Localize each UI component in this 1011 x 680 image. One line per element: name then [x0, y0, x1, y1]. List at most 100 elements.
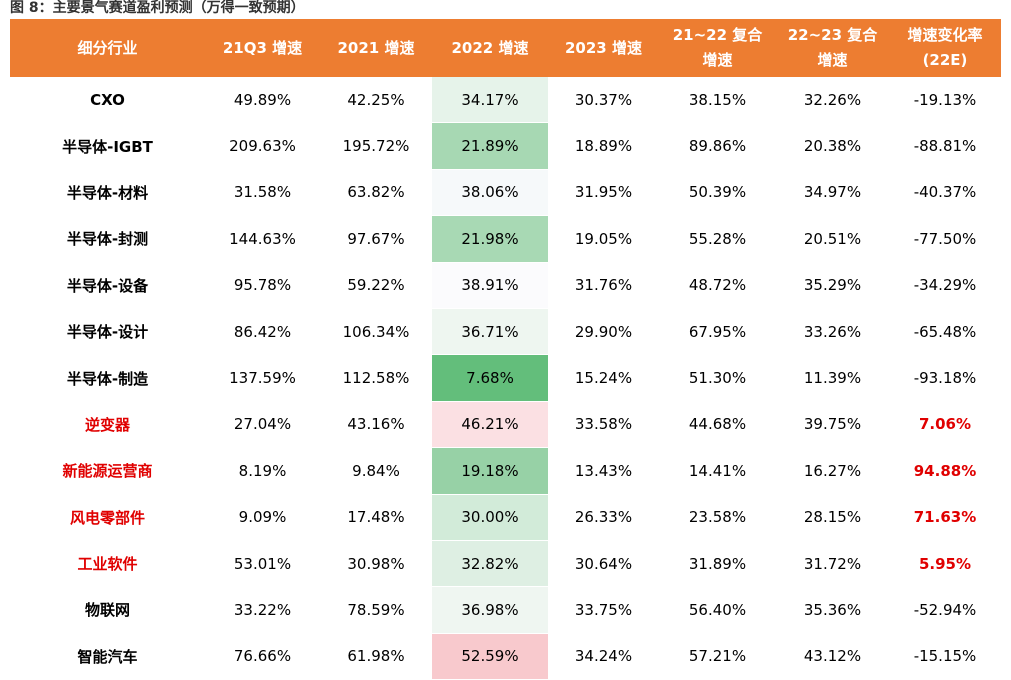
- header-cell: 2022 增速: [432, 19, 548, 77]
- table-row: 半导体-设备 95.78% 59.22% 38.91% 31.76% 48.72% 35.2…: [10, 262, 1001, 309]
- cagr-22-23-cell: 31.72%: [803, 554, 862, 573]
- table-row: 新能源运营商 8.19% 9.84% 19.18% 13.43% 14.41% 16.27%…: [10, 447, 1001, 495]
- q3-growth-cell: 76.66%: [233, 647, 292, 666]
- header-label: 增速: [817, 51, 848, 69]
- q3-growth-cell: 49.89%: [233, 90, 292, 109]
- q3-growth-cell: 27.04%: [233, 415, 292, 434]
- cagr-22-23-cell: 43.12%: [803, 647, 862, 666]
- growth-change-cell: -52.94%: [913, 600, 977, 619]
- industry-name-cell: 智能汽车: [77, 647, 138, 666]
- q3-growth-cell: 53.01%: [233, 554, 292, 573]
- cagr-22-23-cell: 28.15%: [803, 508, 862, 527]
- growth-2022-cell: 38.91%: [432, 262, 548, 309]
- growth-2023-cell: 19.05%: [574, 229, 633, 248]
- growth-2023-cell: 30.64%: [574, 554, 633, 573]
- cagr-22-23-cell: 11.39%: [803, 369, 862, 388]
- growth-2023-cell: 18.89%: [574, 137, 633, 156]
- table-header-row: 细分行业 21Q3 增速 2021 增速 2022 增速 2023 增速 21~…: [10, 19, 1001, 77]
- forecast-table: 细分行业 21Q3 增速 2021 增速 2022 增速 2023 增速 21~…: [10, 19, 1001, 680]
- header-label: 增速变化率: [907, 26, 983, 44]
- growth-change-cell: -15.15%: [913, 647, 977, 666]
- cagr-22-23-cell: 16.27%: [803, 461, 862, 480]
- growth-2023-cell: 30.37%: [574, 90, 633, 109]
- growth-2022-cell: 32.82%: [432, 540, 548, 588]
- growth-2022-cell: 7.68%: [432, 354, 548, 402]
- header-cell: 21~22 复合 增速: [659, 19, 776, 77]
- growth-2023-cell: 31.95%: [574, 183, 633, 202]
- growth-2021-cell: 61.98%: [347, 647, 405, 666]
- cagr-22-23-cell: 32.26%: [803, 90, 862, 109]
- table-row: 工业软件 53.01% 30.98% 32.82% 30.64% 31.89% 31.72%…: [10, 540, 1001, 588]
- cagr-21-22-cell: 31.89%: [688, 554, 747, 573]
- growth-change-cell: 94.88%: [913, 461, 977, 480]
- header-cell: 细分行业: [10, 19, 205, 77]
- header-cell: 增速变化率 (22E): [889, 19, 1001, 77]
- growth-2021-cell: 17.48%: [347, 508, 405, 527]
- growth-2023-cell: 26.33%: [574, 508, 633, 527]
- cagr-21-22-cell: 44.68%: [688, 415, 747, 434]
- industry-name-cell: 物联网: [84, 601, 130, 620]
- growth-2021-cell: 112.58%: [342, 369, 410, 388]
- cagr-21-22-cell: 14.41%: [688, 461, 747, 480]
- industry-name-cell: 半导体-封测: [66, 230, 149, 249]
- cagr-21-22-cell: 50.39%: [688, 183, 747, 202]
- growth-2022-cell: 46.21%: [432, 401, 548, 449]
- table-row: 半导体-材料 31.58% 63.82% 38.06% 31.95% 50.39% 34.9…: [10, 169, 1001, 217]
- growth-change-cell: -40.37%: [913, 183, 977, 202]
- q3-growth-cell: 209.63%: [229, 137, 296, 156]
- growth-change-cell: -88.81%: [913, 137, 977, 156]
- header-cell: 2021 增速: [320, 19, 432, 77]
- growth-2023-cell: 31.76%: [574, 276, 633, 295]
- header-label: 21Q3 增速: [222, 38, 303, 57]
- industry-name-cell: 工业软件: [77, 555, 138, 574]
- growth-2023-cell: 29.90%: [574, 322, 633, 341]
- growth-2023-cell: 33.75%: [574, 600, 633, 619]
- growth-change-cell: -65.48%: [913, 322, 977, 341]
- cagr-21-22-cell: 48.72%: [688, 276, 747, 295]
- table-row: 半导体-制造 137.59% 112.58% 7.68% 15.24% 51.30% 11.…: [10, 354, 1001, 402]
- growth-2021-cell: 9.84%: [352, 461, 400, 480]
- header-label: 22~23 复合: [787, 26, 878, 44]
- cagr-22-23-cell: 33.26%: [803, 322, 862, 341]
- industry-name-cell: 半导体-材料: [66, 183, 149, 202]
- cagr-22-23-cell: 35.36%: [803, 600, 862, 619]
- cagr-22-23-cell: 35.29%: [803, 276, 862, 295]
- q3-growth-cell: 137.59%: [229, 369, 296, 388]
- industry-name-cell: 新能源运营商: [62, 462, 153, 481]
- table-row: 半导体-IGBT 209.63% 195.72% 21.89% 18.89% 89.86%…: [10, 122, 1001, 170]
- cagr-21-22-cell: 55.28%: [688, 229, 747, 248]
- growth-2022-cell: 19.18%: [432, 447, 548, 495]
- industry-name-cell: CXO: [90, 90, 125, 109]
- industry-name-cell: 半导体-制造: [66, 369, 149, 388]
- table-row: CXO 49.89% 42.25% 34.17% 30.37% 38.15% 32.26% -…: [10, 77, 1001, 124]
- growth-change-cell: 7.06%: [918, 415, 972, 434]
- growth-2021-cell: 78.59%: [347, 600, 405, 619]
- table-row: 物联网 33.22% 78.59% 36.98% 33.75% 56.40% 35.36% -…: [10, 586, 1001, 634]
- table-row: 逆变器 27.04% 43.16% 46.21% 33.58% 44.68% 39.75% 7…: [10, 401, 1001, 449]
- q3-growth-cell: 33.22%: [233, 600, 292, 619]
- growth-change-cell: -19.13%: [913, 90, 977, 109]
- growth-2023-cell: 13.43%: [574, 461, 633, 480]
- header-cell: 2023 增速: [548, 19, 659, 77]
- growth-2022-cell: 21.98%: [432, 215, 548, 263]
- growth-change-cell: -77.50%: [913, 229, 977, 248]
- growth-2022-cell: 36.71%: [432, 308, 548, 356]
- q3-growth-cell: 86.42%: [233, 322, 292, 341]
- growth-2021-cell: 97.67%: [347, 229, 405, 248]
- industry-name-cell: 半导体-设计: [66, 323, 149, 342]
- cagr-21-22-cell: 23.58%: [688, 508, 747, 527]
- growth-2022-cell: 38.06%: [432, 169, 548, 217]
- header-cell: 22~23 复合 增速: [776, 19, 889, 77]
- growth-2023-cell: 15.24%: [574, 369, 633, 388]
- cagr-22-23-cell: 34.97%: [803, 183, 862, 202]
- header-label: 21~22 复合: [672, 26, 763, 44]
- header-label: 2023 增速: [565, 38, 642, 57]
- growth-2021-cell: 195.72%: [342, 137, 410, 156]
- q3-growth-cell: 95.78%: [233, 276, 292, 295]
- cagr-21-22-cell: 67.95%: [688, 322, 747, 341]
- cagr-21-22-cell: 38.15%: [688, 90, 747, 109]
- growth-2022-cell: 52.59%: [432, 633, 548, 680]
- growth-2021-cell: 42.25%: [347, 90, 405, 109]
- growth-change-cell: -93.18%: [913, 369, 977, 388]
- growth-2021-cell: 43.16%: [347, 415, 405, 434]
